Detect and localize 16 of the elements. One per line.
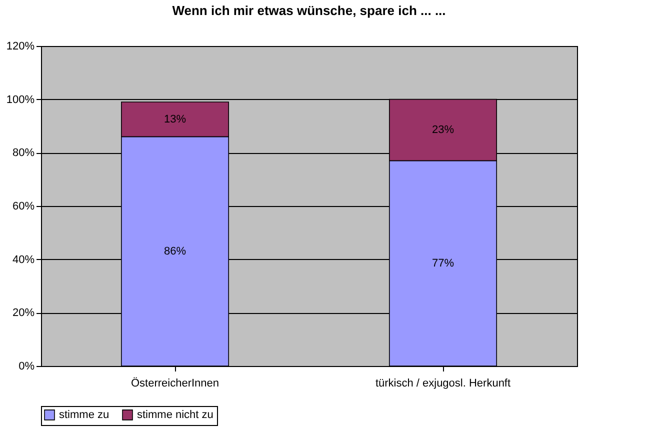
- legend-label: stimme zu: [59, 408, 110, 421]
- y-tick-label: 120%: [6, 40, 35, 52]
- chart-title: Wenn ich mir etwas wünsche, spare ich ... ...: [172, 3, 446, 18]
- x-tick-label: türkisch / exjugosl. Herkunft: [375, 378, 511, 390]
- y-tick-label: 0%: [18, 360, 35, 372]
- legend-label: stimme nicht zu: [137, 408, 214, 421]
- data-label: 13%: [164, 113, 186, 126]
- data-label: 23%: [432, 124, 454, 136]
- data-label: 77%: [432, 257, 454, 270]
- y-tick-label: 40%: [12, 254, 35, 266]
- x-tick-label: ÖsterreicherInnen: [130, 376, 220, 390]
- y-tick-label: 60%: [12, 200, 35, 212]
- y-tick-label: 20%: [12, 307, 35, 320]
- y-tick-label: 80%: [12, 147, 35, 160]
- y-tick-label: 100%: [6, 94, 35, 106]
- data-label: 86%: [164, 245, 186, 258]
